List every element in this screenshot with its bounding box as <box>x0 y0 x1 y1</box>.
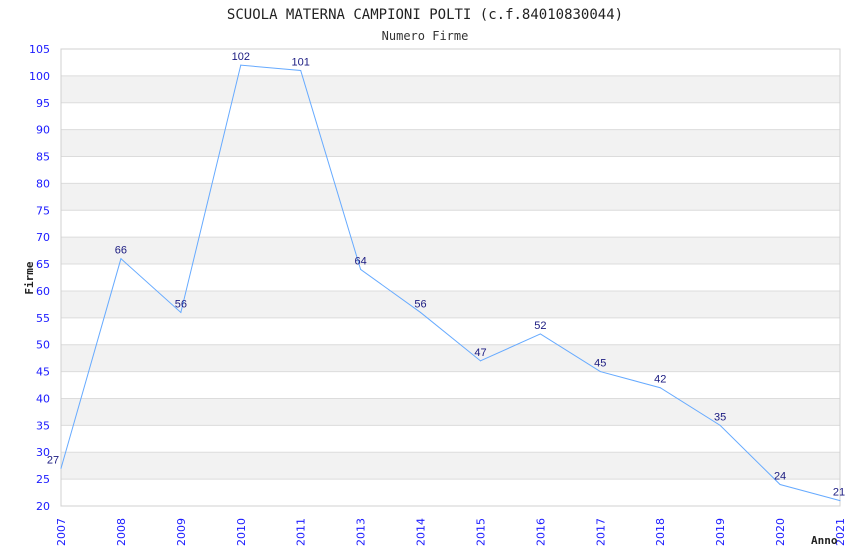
grid-band <box>61 183 840 211</box>
x-tick-label: 2021 <box>834 518 847 546</box>
y-tick-label: 70 <box>36 231 50 244</box>
data-point <box>360 268 362 270</box>
x-tick-label: 2019 <box>714 518 727 546</box>
grid-band <box>61 398 840 426</box>
y-tick-label: 60 <box>36 285 50 298</box>
data-point <box>659 387 661 389</box>
y-tick-label: 45 <box>36 366 50 379</box>
y-tick-label: 95 <box>36 97 50 110</box>
series-line <box>60 64 841 502</box>
data-label: 47 <box>474 347 486 359</box>
y-tick-label: 85 <box>36 151 50 164</box>
data-label: 42 <box>654 374 666 386</box>
data-point <box>300 70 302 72</box>
grid-band <box>61 344 840 372</box>
data-label: 52 <box>534 320 546 332</box>
y-tick-label: 30 <box>36 446 50 459</box>
x-tick-label: 2020 <box>774 518 787 546</box>
data-label: 24 <box>774 470 786 482</box>
y-tick-label: 80 <box>36 177 50 190</box>
y-tick-label: 90 <box>36 124 50 137</box>
grid-band <box>61 452 840 480</box>
y-tick-label: 35 <box>36 419 50 432</box>
data-point <box>719 424 721 426</box>
grid-band <box>61 290 840 318</box>
data-point <box>420 311 422 313</box>
grid-band <box>61 129 840 157</box>
grid-band <box>61 75 840 103</box>
x-tick-label: 2016 <box>534 518 547 546</box>
y-axis-label: Firme <box>23 261 36 294</box>
data-point <box>240 64 242 66</box>
data-point <box>479 360 481 362</box>
data-point <box>539 333 541 335</box>
x-tick-label: 2010 <box>235 518 248 546</box>
y-tick-label: 75 <box>36 204 50 217</box>
y-tick-label: 65 <box>36 258 50 271</box>
data-point <box>60 467 62 469</box>
x-tick-label: 2017 <box>594 518 607 546</box>
x-axis-label: Anno <box>811 534 838 547</box>
data-label: 102 <box>232 51 250 63</box>
data-label: 45 <box>594 358 606 370</box>
chart-title: SCUOLA MATERNA CAMPIONI POLTI (c.f.84010… <box>227 7 623 23</box>
data-label: 56 <box>414 298 426 310</box>
data-label: 66 <box>115 245 127 257</box>
data-point <box>120 258 122 260</box>
y-tick-label: 40 <box>36 392 50 405</box>
x-tick-label: 2011 <box>295 518 308 546</box>
data-point <box>839 500 841 502</box>
data-label: 101 <box>292 57 310 69</box>
x-tick-label: 2008 <box>115 518 128 546</box>
x-tick-label: 2018 <box>654 518 667 546</box>
data-point <box>180 311 182 313</box>
data-label: 35 <box>714 411 726 423</box>
y-tick-label: 25 <box>36 473 50 486</box>
data-point <box>779 483 781 485</box>
x-tick-label: 2013 <box>355 518 368 546</box>
chart-subtitle: Numero Firme <box>382 29 469 43</box>
x-tick-label: 2014 <box>415 518 428 546</box>
y-tick-label: 55 <box>36 312 50 325</box>
data-label: 21 <box>833 487 845 499</box>
y-tick-label: 105 <box>29 43 50 56</box>
data-label: 27 <box>47 454 59 466</box>
y-tick-label: 20 <box>36 500 50 513</box>
y-tick-label: 50 <box>36 339 50 352</box>
data-label: 56 <box>175 298 187 310</box>
x-tick-label: 2015 <box>474 518 487 546</box>
data-label: 64 <box>354 255 366 267</box>
y-tick-label: 100 <box>29 70 50 83</box>
grid-band <box>61 237 840 265</box>
data-point <box>599 371 601 373</box>
plot-border <box>60 48 841 507</box>
x-tick-label: 2009 <box>175 518 188 546</box>
x-tick-label: 2007 <box>55 518 68 546</box>
